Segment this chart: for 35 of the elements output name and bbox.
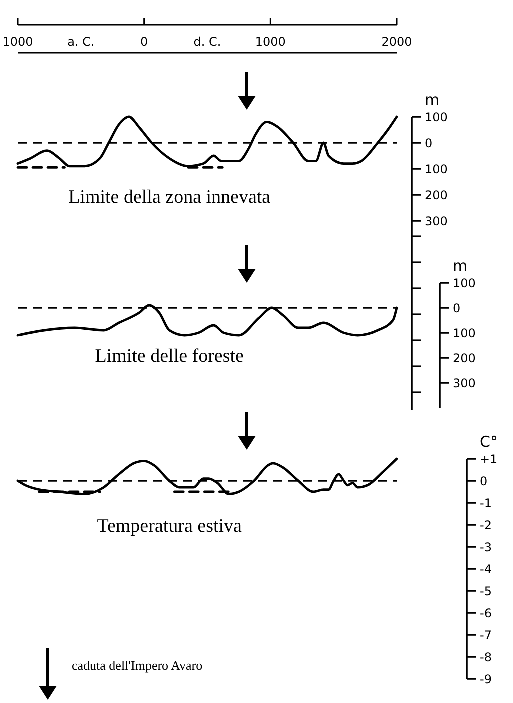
y-tick-label: 100 <box>425 110 448 124</box>
text: Limite delle foreste <box>95 346 244 367</box>
x-tick-label: 1000 <box>255 35 286 49</box>
y-tick-label: -7 <box>480 628 492 642</box>
x-tick-label: 2000 <box>382 35 412 49</box>
y-tick-label: -9 <box>480 672 492 686</box>
y-axis-title: C° <box>480 433 498 451</box>
line-series <box>16 116 398 168</box>
y-tick-label: 100 <box>453 276 476 290</box>
y-tick-label: -3 <box>480 540 492 554</box>
y-tick-label: -4 <box>480 562 492 576</box>
text: Temperatura estiva <box>97 516 243 537</box>
y-tick-label: 0 <box>480 474 488 488</box>
y-tick-label: 300 <box>453 376 476 390</box>
y-axis-title: m <box>453 257 468 275</box>
text: a. C. <box>68 35 95 49</box>
y-tick-label: 200 <box>425 188 448 202</box>
x-tick-label: 1000 <box>2 35 34 49</box>
y-tick-label: 200 <box>453 352 476 366</box>
y-tick-label: 0 <box>453 302 461 316</box>
y-tick-label: +1 <box>480 452 498 466</box>
y-axis-title: m <box>425 91 440 109</box>
y-tick-label: -6 <box>480 606 492 620</box>
y-tick-label: 100 <box>425 162 448 176</box>
y-tick-label: -1 <box>480 496 492 510</box>
y-tick-label: -2 <box>480 518 492 532</box>
annotation: caduta dell'Impero Avaro <box>72 658 203 673</box>
y-tick-label: -5 <box>480 584 492 598</box>
y-tick-label: 100 <box>453 326 476 340</box>
y-tick-label: -8 <box>480 650 492 664</box>
text: Limite della zona innevata <box>68 187 272 208</box>
x-tick-label: 0 <box>140 35 148 49</box>
y-tick-label: 300 <box>425 214 448 228</box>
y-tick-label: 0 <box>425 136 433 150</box>
text: d. C. <box>194 35 222 49</box>
